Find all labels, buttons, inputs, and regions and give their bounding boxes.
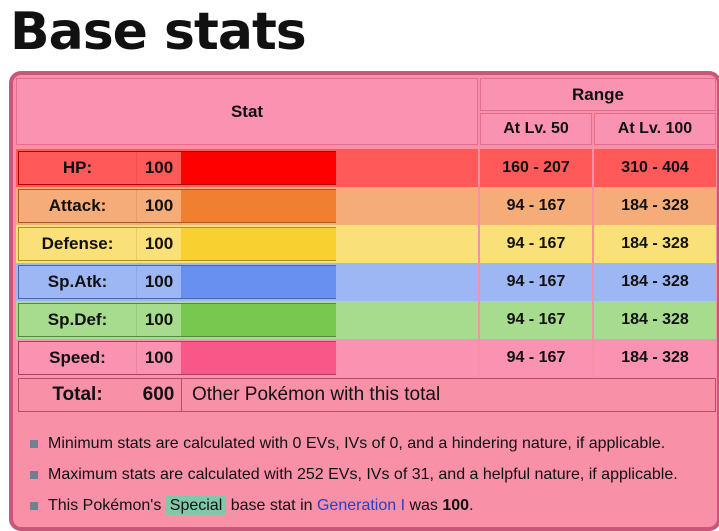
range-lv50: 94 - 167: [480, 225, 592, 263]
range-header: Range: [480, 78, 716, 111]
page-title: Base stats: [10, 2, 307, 62]
total-label: Total:: [52, 384, 103, 405]
range-lv50: 94 - 167: [480, 263, 592, 301]
note-minimum: Minimum stats are calculated with 0 EVs,…: [26, 428, 678, 459]
total-row: Total: 600 Other Pokémon with this total: [18, 378, 716, 412]
note-text: base stat in: [226, 497, 317, 514]
stat-value: 100: [136, 266, 181, 298]
lv50-header: At Lv. 50: [480, 113, 592, 145]
range-lv100: 184 - 328: [594, 263, 716, 301]
stat-value: 100: [136, 304, 181, 336]
note-special: This Pokémon's Special base stat in Gene…: [26, 490, 678, 521]
stat-bar: [181, 304, 336, 336]
stat-name: Sp.Atk:: [47, 272, 108, 291]
stat-name: HP:: [62, 158, 93, 177]
stat-bar: [181, 228, 336, 260]
range-lv50: 94 - 167: [480, 301, 592, 339]
other-pokemon-link[interactable]: Other Pokémon with this total: [181, 379, 715, 411]
stat-name: Attack:: [48, 196, 107, 215]
total-value: 600: [142, 384, 175, 405]
generation-i-link[interactable]: Generation I: [316, 497, 406, 514]
stat-value: 100: [136, 152, 181, 184]
stat-row: HP: 100: [18, 151, 336, 185]
note-text: This Pokémon's: [48, 497, 166, 514]
stat-row: Defense: 100: [18, 227, 336, 261]
stat-value: 100: [136, 228, 181, 260]
note-text: .: [469, 497, 474, 514]
range-lv50: 94 - 167: [480, 339, 592, 377]
stat-row: Sp.Def: 100: [18, 303, 336, 337]
stat-bar: [181, 266, 336, 298]
stat-row: Attack: 100: [18, 189, 336, 223]
stat-row: Speed: 100: [18, 341, 336, 375]
stat-bar: [181, 152, 336, 184]
stat-header: Stat: [16, 78, 478, 145]
stat-row: Sp.Atk: 100: [18, 265, 336, 299]
range-lv100: 184 - 328: [594, 225, 716, 263]
special-type-tag[interactable]: Special: [165, 496, 227, 515]
stat-bar: [181, 342, 336, 374]
stat-name: Speed:: [49, 348, 106, 367]
stat-value: 100: [136, 342, 181, 374]
lv100-header: At Lv. 100: [594, 113, 716, 145]
range-lv100: 184 - 328: [594, 301, 716, 339]
stat-value: 100: [136, 190, 181, 222]
range-lv100: 310 - 404: [594, 149, 716, 187]
stat-bar: [181, 190, 336, 222]
stat-name: Sp.Def:: [47, 310, 108, 329]
note-maximum: Maximum stats are calculated with 252 EV…: [26, 459, 678, 490]
stat-name: Defense:: [41, 234, 114, 253]
range-lv50: 94 - 167: [480, 187, 592, 225]
special-value: 100: [442, 497, 470, 514]
notes-list: Minimum stats are calculated with 0 EVs,…: [26, 428, 678, 521]
note-text: was: [405, 497, 443, 514]
range-lv100: 184 - 328: [594, 187, 716, 225]
range-lv100: 184 - 328: [594, 339, 716, 377]
range-lv50: 160 - 207: [480, 149, 592, 187]
